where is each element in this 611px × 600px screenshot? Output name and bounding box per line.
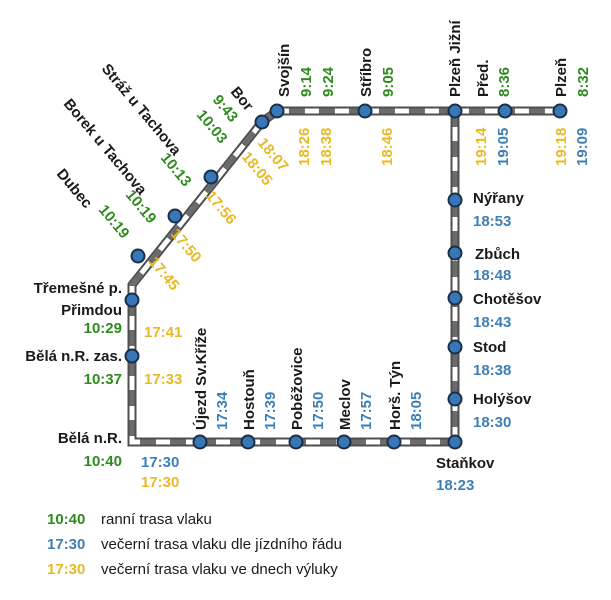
dubec-yellow: 17:45 [145, 254, 183, 294]
plzen-name: Plzeň [553, 58, 570, 97]
stop-holysov [447, 391, 463, 407]
legend-time-3: 17:30 [47, 561, 85, 578]
legend-time-2: 17:30 [47, 536, 85, 553]
labels-top: Plzeň 8:32 19:18 19:09 Před. 8:36 19:14 … [276, 19, 592, 166]
plzen-green: 8:32 [575, 67, 592, 97]
bela-yellow: 17:30 [141, 474, 179, 491]
stop-chotesov [447, 290, 463, 306]
nyrany-blue: 18:53 [473, 213, 511, 230]
zbuch-blue: 18:48 [473, 267, 511, 284]
svojsin-yellow2: 18:38 [318, 128, 335, 166]
pobezovice-blue: 17:50 [310, 392, 327, 430]
stribro-name: Stříbro [358, 48, 375, 97]
meclov-name: Meclov [337, 378, 354, 430]
holysov-name: Holýšov [473, 391, 532, 408]
stop-stankov [447, 434, 463, 450]
stop-hors-tyn [386, 434, 402, 450]
dubec-green: 10:19 [95, 202, 133, 242]
hors-tyn-name: Horš. Týn [387, 361, 404, 430]
pred-blue: 19:05 [495, 128, 512, 166]
stankov-name: Staňkov [436, 455, 495, 472]
labels-left: Třemešné p. Přimdou 10:29 17:41 Bělá n.R… [25, 280, 182, 491]
stankov-blue: 18:23 [436, 477, 474, 494]
svojsin-yellow1: 18:26 [296, 128, 313, 166]
bela-green: 10:40 [84, 453, 122, 470]
ujezd-blue: 17:34 [214, 391, 231, 430]
bela-name: Bělá n.R. [58, 430, 122, 447]
stop-borek [167, 208, 183, 224]
tremesne-name1: Třemešné p. [34, 280, 122, 297]
bela-zas-yellow: 17:33 [144, 371, 182, 388]
bela-blue: 17:30 [141, 454, 179, 471]
stop-tremesne [124, 292, 140, 308]
tremesne-green: 10:29 [84, 320, 122, 337]
stop-hostoun [240, 434, 256, 450]
plzen-blue: 19:09 [574, 128, 591, 166]
svojsin-name: Svojšín [276, 44, 293, 97]
labels-bottom: Újezd Sv.Kříže 17:34 Hostouň 17:39 Poběž… [192, 328, 425, 430]
bela-zas-green: 10:37 [84, 371, 122, 388]
borek-yellow: 17:50 [167, 226, 205, 266]
stop-nyrany [447, 192, 463, 208]
nyrany-name: Nýřany [473, 190, 525, 207]
stop-bor [254, 114, 270, 130]
legend-time-1: 10:40 [47, 511, 85, 528]
straz-green: 10:13 [157, 150, 195, 190]
stop-svojsin [269, 103, 285, 119]
holysov-blue: 18:30 [473, 414, 511, 431]
stribro-yellow: 18:46 [379, 128, 396, 166]
legend-text-2: večerní trasa vlaku dle jízdního řádu [101, 536, 342, 553]
stop-stod [447, 339, 463, 355]
legend-text-3: večerní trasa vlaku ve dnech výluky [101, 561, 338, 578]
stop-meclov [336, 434, 352, 450]
hostoun-name: Hostouň [241, 369, 258, 430]
straz-yellow: 17:56 [202, 188, 240, 228]
plzen-yellow: 19:18 [553, 128, 570, 166]
labels-diagonal: Bor 9:43 10:03 18:07 18:05 Stráž u Tacho… [53, 61, 292, 294]
stop-pobezovice [288, 434, 304, 450]
plzen-jizni-name: Plzeň Jižní [447, 19, 464, 97]
pobezovice-name: Poběžovice [289, 347, 306, 430]
stop-zbuch [447, 245, 463, 261]
stod-blue: 18:38 [473, 362, 511, 379]
stop-stribro [357, 103, 373, 119]
svojsin-green1: 9:14 [298, 66, 315, 97]
labels-right: Nýřany 18:53 Zbůch 18:48 Chotěšov 18:43 … [436, 190, 542, 494]
stop-bela-zas [124, 348, 140, 364]
bela-zas-name: Bělá n.R. zas. [25, 348, 122, 365]
stop-ujezd [192, 434, 208, 450]
stop-dubec [130, 248, 146, 264]
stop-pred [497, 103, 513, 119]
legend: 10:40 ranní trasa vlaku 17:30 večerní tr… [47, 511, 342, 578]
stribro-green: 9:05 [380, 67, 397, 97]
meclov-blue: 17:57 [358, 392, 375, 430]
pred-yellow: 19:14 [473, 127, 490, 166]
stops [124, 103, 568, 450]
chotesov-blue: 18:43 [473, 314, 511, 331]
tremesne-yellow: 17:41 [144, 324, 182, 341]
stod-name: Stod [473, 339, 506, 356]
pred-name: Před. [475, 59, 492, 97]
hors-tyn-blue: 18:05 [408, 392, 425, 430]
stop-straz [203, 169, 219, 185]
zbuch-name: Zbůch [475, 246, 520, 263]
stop-plzen-jizni [447, 103, 463, 119]
dubec-name: Dubec [53, 166, 95, 212]
borek-green: 10:19 [122, 187, 160, 227]
pred-green: 8:36 [496, 67, 513, 97]
svojsin-green2: 9:24 [320, 66, 337, 97]
legend-text-1: ranní trasa vlaku [101, 511, 212, 528]
ujezd-name: Újezd Sv.Kříže [192, 328, 210, 430]
stop-plzen [552, 103, 568, 119]
chotesov-name: Chotěšov [473, 291, 542, 308]
tremesne-name2: Přimdou [61, 302, 122, 319]
hostoun-blue: 17:39 [262, 392, 279, 430]
